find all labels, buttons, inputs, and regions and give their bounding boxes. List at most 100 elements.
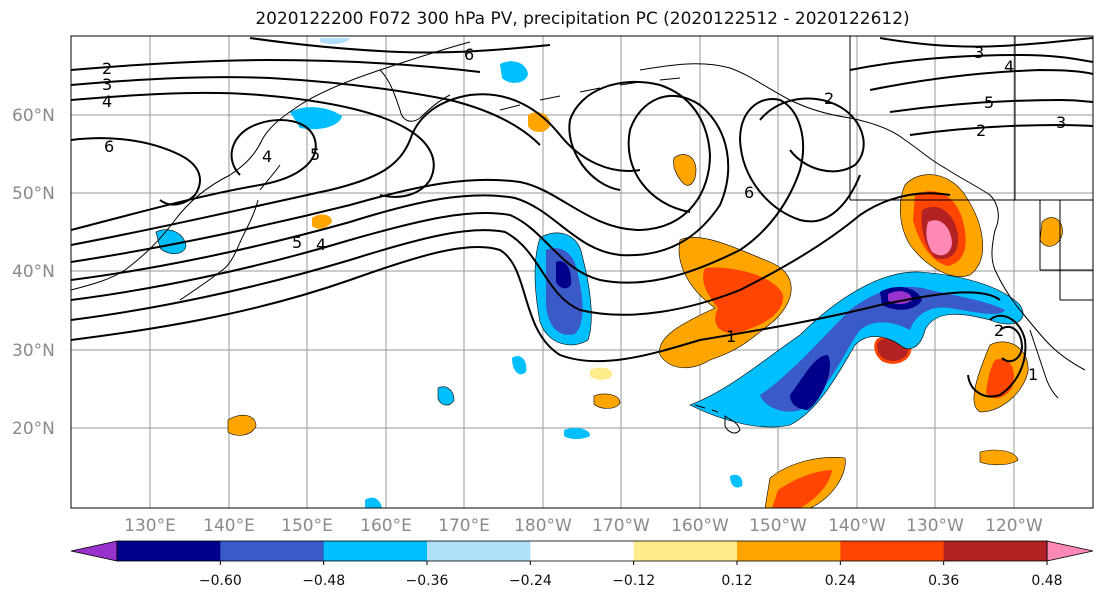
map-frame <box>70 35 1094 509</box>
pv-contour-line <box>71 137 201 206</box>
pv-contour-line <box>71 245 1001 363</box>
colorbar-extend-low <box>70 540 118 562</box>
kamchatka-coastline <box>379 69 451 122</box>
precip-small-negative <box>730 474 743 488</box>
precip-small-patch <box>979 449 1019 466</box>
precip-small-patch <box>1039 217 1063 247</box>
longitude-labels: 130°E 140°E 150°E 160°E 170°E 180°W 170°W 160°W… <box>124 516 1043 536</box>
hawaii-islands <box>694 404 741 434</box>
pv-contour-line <box>249 37 551 54</box>
pv-contour-line <box>71 93 641 246</box>
latitude-label: 40°N <box>12 262 55 282</box>
contour-label: 6 <box>744 183 754 202</box>
pv-contour-line <box>967 314 1027 398</box>
contour-label: 5 <box>984 93 994 112</box>
contour-label: 1 <box>1028 365 1038 384</box>
contour-label: 6 <box>104 137 114 156</box>
pv-contour-line <box>71 76 541 146</box>
pv-contour-line <box>71 58 481 73</box>
colorbar-tick-label: 0.48 <box>1031 573 1062 589</box>
contour-label: 3 <box>974 43 984 62</box>
colorbar-tick-label: −0.48 <box>302 573 345 589</box>
latitude-label: 50°N <box>12 184 55 204</box>
pv-contour-line <box>879 37 1093 48</box>
precip-small-negative <box>437 386 455 406</box>
pv-contour-line <box>869 68 1093 91</box>
precip-negative-darkest <box>556 261 572 289</box>
longitude-label: 140°W <box>828 516 886 536</box>
latitude-label: 60°N <box>12 106 55 126</box>
colorbar: −0.60 −0.48 −0.36 −0.24 −0.12 0.12 0.24 0.36 0.4… <box>70 540 1094 589</box>
latitude-labels: 60°N 50°N 40°N 30°N 20°N <box>12 106 55 439</box>
precip-negative-core <box>546 248 583 335</box>
contour-label: 4 <box>102 92 112 111</box>
contour-labels: 2 3 4 6 6 4 5 5 4 2 6 3 4 5 2 3 1 1 2 <box>102 43 1066 384</box>
precip-small-negative <box>512 355 527 375</box>
longitude-label: 180°W <box>514 516 572 536</box>
colorbar-outline <box>116 540 1048 562</box>
west-coast-north-america <box>991 229 1086 371</box>
precip-small-negative <box>320 38 350 45</box>
contour-label: 6 <box>464 45 474 64</box>
colorbar-segment <box>220 541 325 561</box>
us-state-lines <box>1039 200 1093 301</box>
colorbar-segment <box>117 541 221 561</box>
colorbar-tick-label: −0.60 <box>199 573 242 589</box>
colorbar-segment <box>323 541 428 561</box>
longitude-label: 150°W <box>749 516 807 536</box>
pv-contour-line <box>909 123 1093 136</box>
contour-label: 5 <box>292 233 302 252</box>
colorbar-segment <box>427 541 531 561</box>
precip-small-negative <box>365 497 382 508</box>
precip-small-negative <box>500 61 528 83</box>
pv-contour-line <box>999 325 1024 363</box>
longitude-label: 170°E <box>438 516 490 536</box>
contour-label: 2 <box>976 121 986 140</box>
longitude-label: 140°E <box>203 516 255 536</box>
map-title: 2020122200 F072 300 hPa PV, precipitatio… <box>255 9 910 29</box>
pv-contour-line <box>759 97 865 173</box>
colorbar-segment <box>943 541 1048 561</box>
latitude-label: 20°N <box>12 419 55 439</box>
contour-label: 4 <box>262 147 272 166</box>
contour-label: 4 <box>1004 57 1014 76</box>
contour-label: 2 <box>824 89 834 108</box>
pv-contour-line <box>889 98 1093 113</box>
longitude-label: 150°E <box>281 516 333 536</box>
precip-small-patch <box>312 214 332 229</box>
alaska-coastline <box>639 63 999 231</box>
contour-label: 2 <box>994 321 1004 340</box>
latitude-label: 30°N <box>12 341 55 361</box>
colorbar-segment <box>530 541 635 561</box>
colorbar-tick-label: 0.12 <box>721 573 752 589</box>
precip-negative-band-dark <box>790 355 830 410</box>
asia-coastline <box>71 41 471 291</box>
contour-label: 3 <box>1056 113 1066 132</box>
pv-contour-line <box>849 53 1093 71</box>
longitude-label: 120°W <box>985 516 1043 536</box>
colorbar-segment <box>633 541 738 561</box>
colorbar-segment <box>840 541 945 561</box>
pv-contour-line <box>71 192 951 321</box>
precip-small-patch <box>590 367 613 380</box>
baja-california <box>1029 329 1059 399</box>
contour-label: 4 <box>316 235 326 254</box>
aleutian-islands <box>499 77 681 111</box>
longitude-label: 130°E <box>124 516 176 536</box>
colorbar-tick-label: 0.24 <box>825 573 856 589</box>
pv-contour-line <box>71 91 435 198</box>
pv-contour-line <box>71 80 712 263</box>
precip-small-patch <box>528 112 551 132</box>
colorbar-tick-label: 0.36 <box>928 573 959 589</box>
precip-coast-pink <box>926 220 952 256</box>
pv-contours <box>71 37 1093 398</box>
longitude-label: 130°W <box>906 516 964 536</box>
precip-small-negative <box>564 428 590 439</box>
precip-positive-core <box>703 267 784 333</box>
precip-small-patch <box>673 154 697 186</box>
colorbar-extend-high <box>1046 540 1094 562</box>
colorbar-tick-label: −0.36 <box>406 573 449 589</box>
pv-contour-line <box>71 98 861 301</box>
longitude-label: 160°E <box>360 516 412 536</box>
contour-label: 2 <box>102 59 112 78</box>
